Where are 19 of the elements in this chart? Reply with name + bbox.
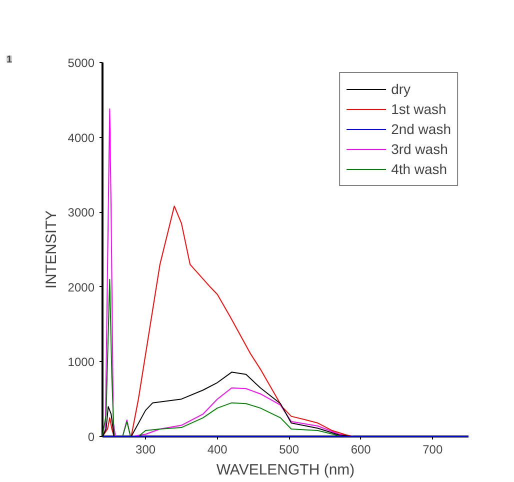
x-tick-label: 300 [136, 442, 156, 456]
legend-label: 4th wash [391, 161, 448, 177]
y-tick-label: 0 [88, 430, 95, 444]
y-tick-label: 3000 [68, 206, 95, 220]
y-tick-label: 1000 [68, 355, 95, 370]
legend-label: 3rd wash [391, 141, 448, 157]
y-axis-title: INTENSITY [42, 210, 60, 289]
y-tick-label: 5000 [68, 56, 95, 70]
x-axis-title: WAVELENGTH (nm) [216, 462, 355, 478]
y-tick-label: 4000 [68, 130, 95, 145]
x-tick-label: 400 [207, 442, 228, 456]
x-tick-label: 600 [350, 442, 372, 456]
x-tick-label: 500 [279, 442, 300, 456]
text: 1 [6, 54, 12, 66]
legend-label: 2nd wash [391, 121, 451, 137]
legend-label: dry [391, 81, 412, 97]
x-tick-label: 700 [422, 442, 443, 456]
y-tick-label: 2000 [68, 280, 95, 294]
legend-label: 1st wash [391, 101, 446, 117]
